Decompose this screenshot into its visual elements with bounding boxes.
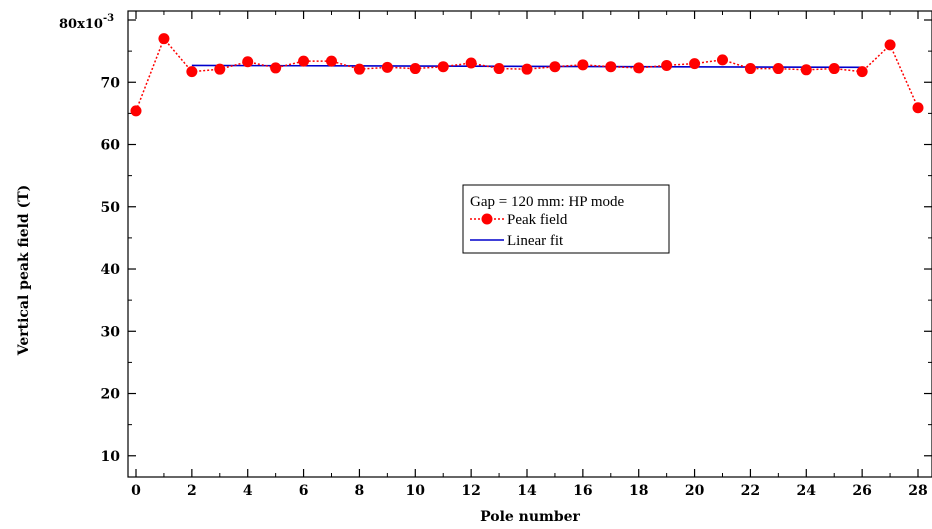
peak-field-point xyxy=(828,63,840,75)
peak-field-point xyxy=(381,61,393,73)
y-tick-label: 70 xyxy=(101,75,121,91)
x-tick-label: 6 xyxy=(299,483,309,499)
x-tick-label: 0 xyxy=(131,483,141,499)
peak-field-point xyxy=(298,55,310,67)
peak-field-point xyxy=(270,62,282,74)
peak-field-point xyxy=(717,54,728,66)
x-tick-label: 22 xyxy=(741,483,760,499)
y-tick-label: 10 xyxy=(101,449,121,465)
y-tick-label: 40 xyxy=(101,262,121,278)
x-tick-label: 14 xyxy=(517,483,537,499)
legend: Gap = 120 mm: HP mode Peak field Linear … xyxy=(462,184,670,254)
x-tick-label: 26 xyxy=(852,483,871,499)
x-tick-labels: 0 2 4 6 8 10 12 14 16 18 20 22 24 26 28 xyxy=(131,483,928,499)
x-tick-label: 28 xyxy=(908,483,927,499)
y-tick-label: 30 xyxy=(101,324,121,340)
legend-heading: Gap = 120 mm: HP mode xyxy=(470,194,624,210)
peak-field-point xyxy=(633,62,645,74)
x-axis-title: Pole number xyxy=(480,509,580,525)
y-multiplier-label: 80x10-3 xyxy=(59,13,114,32)
y-axis-title: Vertical peak field (T) xyxy=(16,185,32,357)
peak-field-point xyxy=(605,61,617,73)
legend-fit-label: Linear fit xyxy=(507,233,564,249)
peak-field-point xyxy=(242,56,254,68)
peak-field-point xyxy=(437,61,449,73)
legend-box xyxy=(462,184,670,254)
peak-field-point xyxy=(912,102,924,114)
peak-field-point xyxy=(326,55,337,67)
x-tick-label: 24 xyxy=(797,483,817,499)
y-tick-label: 60 xyxy=(101,138,121,154)
x-tick-label: 4 xyxy=(243,483,253,499)
peak-field-point xyxy=(772,63,784,75)
peak-field-point xyxy=(577,59,589,71)
peak-field-line xyxy=(135,37,919,112)
peak-field-point xyxy=(689,58,701,70)
peak-field-point xyxy=(214,63,226,75)
y-tick-labels: 10 20 30 40 50 60 70 xyxy=(101,75,121,465)
x-tick-label: 20 xyxy=(685,483,705,499)
peak-field-point xyxy=(409,63,421,75)
legend-peak-label: Peak field xyxy=(507,212,568,228)
peak-field-point xyxy=(493,63,505,75)
peak-field-point xyxy=(549,61,561,73)
x-tick-label: 16 xyxy=(573,483,592,499)
peak-field-point xyxy=(661,59,673,71)
peak-field-point xyxy=(800,64,812,76)
peak-field-point xyxy=(130,105,142,117)
plot-frame xyxy=(127,10,932,478)
y-tick-label: 20 xyxy=(101,387,121,403)
axis-ticks xyxy=(128,11,932,477)
x-tick-label: 8 xyxy=(355,483,365,499)
y-tick-label: 50 xyxy=(101,200,121,216)
x-tick-label: 12 xyxy=(461,483,480,499)
legend-peak-swatch-marker xyxy=(481,213,493,225)
peak-field-point xyxy=(884,39,896,51)
peak-field-point xyxy=(186,66,198,78)
peak-field-point xyxy=(744,63,756,75)
x-tick-label: 2 xyxy=(187,483,197,499)
peak-field-point xyxy=(856,66,868,78)
x-tick-label: 10 xyxy=(406,483,426,499)
peak-field-point xyxy=(521,63,533,75)
peak-field-point xyxy=(353,63,365,75)
peak-field-point xyxy=(465,57,477,69)
peak-field-point xyxy=(158,33,170,45)
x-tick-label: 18 xyxy=(629,483,648,499)
series-layer xyxy=(130,33,924,117)
